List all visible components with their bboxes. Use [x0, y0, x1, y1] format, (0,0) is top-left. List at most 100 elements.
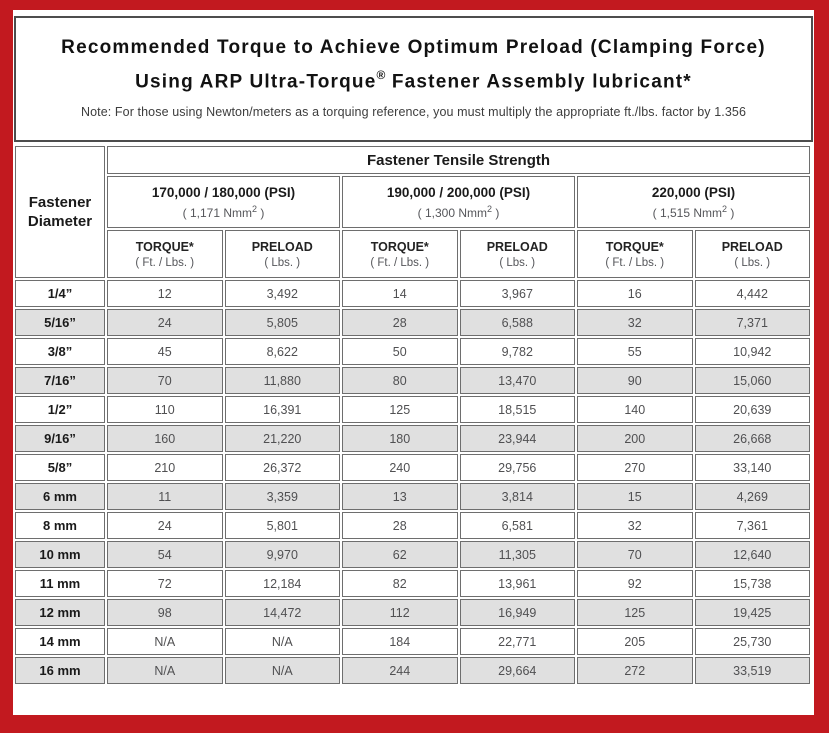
torque-value-cell: 200 [577, 425, 693, 452]
preload-value-cell: 3,359 [224, 483, 340, 510]
torque-value-cell: N/A [107, 628, 223, 655]
torque-value-cell: 90 [577, 367, 693, 394]
preload-value-cell: 22,771 [459, 628, 575, 655]
torque-value-cell: 24 [107, 309, 223, 336]
table-row: 14 mm N/A N/A 184 22,771 205 25,730 [15, 628, 810, 655]
nmm-value: ( 1,515 Nmm2 ) [652, 203, 735, 220]
preload-value-cell: 15,738 [694, 570, 810, 597]
torque-value-cell: 98 [107, 599, 223, 626]
table-row: 6 mm 11 3,359 13 3,814 15 4,269 [15, 483, 810, 510]
preload-value-cell: 8,622 [224, 338, 340, 365]
torque-value-cell: 45 [107, 338, 223, 365]
preload-value-cell: 26,668 [694, 425, 810, 452]
preload-value-cell: 3,492 [224, 280, 340, 307]
fastener-diameter-cell: 1/2” [15, 396, 105, 423]
preload-value-cell: 3,967 [459, 280, 575, 307]
preload-column-header: PRELOAD ( Lbs. ) [459, 230, 575, 278]
preload-value-cell: 33,140 [694, 454, 810, 481]
torque-value-cell: 210 [107, 454, 223, 481]
torque-column-header: TORQUE* ( Ft. / Lbs. ) [107, 230, 223, 278]
torque-value-cell: 12 [107, 280, 223, 307]
table-row: 1/4” 12 3,492 14 3,967 16 4,442 [15, 280, 810, 307]
fastener-diameter-cell: 6 mm [15, 483, 105, 510]
preload-column-header: PRELOAD ( Lbs. ) [694, 230, 810, 278]
preload-value-cell: 16,949 [459, 599, 575, 626]
fastener-diameter-cell: 3/8” [15, 338, 105, 365]
preload-column-header: PRELOAD ( Lbs. ) [224, 230, 340, 278]
preload-value-cell: N/A [224, 628, 340, 655]
torque-value-cell: 184 [342, 628, 458, 655]
content-panel: Recommended Torque to Achieve Optimum Pr… [13, 10, 814, 715]
preload-value-cell: 4,269 [694, 483, 810, 510]
torque-value-cell: 92 [577, 570, 693, 597]
preload-value-cell: 9,970 [224, 541, 340, 568]
psi-group-170-180: 170,000 / 180,000 (PSI) ( 1,171 Nmm2 ) [107, 176, 340, 228]
document-title-line2: Using ARP Ultra-Torque® Fastener Assembl… [16, 62, 811, 96]
fastener-diameter-cell: 5/16” [15, 309, 105, 336]
preload-value-cell: 6,581 [459, 512, 575, 539]
nmm-value: ( 1,300 Nmm2 ) [417, 203, 500, 220]
fastener-diameter-cell: 12 mm [15, 599, 105, 626]
torque-value-cell: 55 [577, 338, 693, 365]
tensile-strength-header: Fastener Tensile Strength [107, 146, 810, 174]
torque-column-header: TORQUE* ( Ft. / Lbs. ) [342, 230, 458, 278]
newton-meters-note: Note: For those using Newton/meters as a… [80, 105, 746, 120]
torque-value-cell: 15 [577, 483, 693, 510]
torque-value-cell: 16 [577, 280, 693, 307]
preload-value-cell: 11,305 [459, 541, 575, 568]
torque-value-cell: 240 [342, 454, 458, 481]
preload-value-cell: 25,730 [694, 628, 810, 655]
torque-column-header: TORQUE* ( Ft. / Lbs. ) [577, 230, 693, 278]
preload-value-cell: 7,361 [694, 512, 810, 539]
torque-value-cell: 125 [342, 396, 458, 423]
torque-value-cell: 244 [342, 657, 458, 684]
torque-value-cell: 62 [342, 541, 458, 568]
table-body: 1/4” 12 3,492 14 3,967 16 4,442 5/16” 24… [15, 280, 810, 684]
psi-group-190-200: 190,000 / 200,000 (PSI) ( 1,300 Nmm2 ) [342, 176, 575, 228]
preload-value-cell: 6,588 [459, 309, 575, 336]
torque-value-cell: 180 [342, 425, 458, 452]
preload-value-cell: 9,782 [459, 338, 575, 365]
preload-value-cell: 12,640 [694, 541, 810, 568]
preload-value-cell: 29,664 [459, 657, 575, 684]
torque-value-cell: 54 [107, 541, 223, 568]
psi-value: 190,000 / 200,000 (PSI) [386, 184, 531, 200]
torque-value-cell: 112 [342, 599, 458, 626]
torque-value-cell: 70 [577, 541, 693, 568]
torque-value-cell: 140 [577, 396, 693, 423]
torque-value-cell: 272 [577, 657, 693, 684]
torque-value-cell: 72 [107, 570, 223, 597]
table-row: 9/16” 160 21,220 180 23,944 200 26,668 [15, 425, 810, 452]
table-row: 5/8” 210 26,372 240 29,756 270 33,140 [15, 454, 810, 481]
preload-value-cell: 14,472 [224, 599, 340, 626]
fastener-diameter-cell: 9/16” [15, 425, 105, 452]
table-row: 11 mm 72 12,184 82 13,961 92 15,738 [15, 570, 810, 597]
torque-value-cell: 11 [107, 483, 223, 510]
preload-value-cell: 10,942 [694, 338, 810, 365]
preload-value-cell: 13,961 [459, 570, 575, 597]
title-line2-suffix: Fastener Assembly lubricant* [385, 71, 692, 93]
torque-value-cell: 28 [342, 309, 458, 336]
fastener-diameter-cell: 8 mm [15, 512, 105, 539]
preload-value-cell: 15,060 [694, 367, 810, 394]
table-row: 5/16” 24 5,805 28 6,588 32 7,371 [15, 309, 810, 336]
preload-value-cell: 21,220 [224, 425, 340, 452]
table-row: 8 mm 24 5,801 28 6,581 32 7,361 [15, 512, 810, 539]
torque-value-cell: 82 [342, 570, 458, 597]
fastener-diameter-cell: 7/16” [15, 367, 105, 394]
preload-value-cell: 20,639 [694, 396, 810, 423]
fastener-diameter-header-line2: Diameter [27, 213, 93, 230]
table-row: 10 mm 54 9,970 62 11,305 70 12,640 [15, 541, 810, 568]
torque-value-cell: N/A [107, 657, 223, 684]
preload-value-cell: 33,519 [694, 657, 810, 684]
table-row: 1/2” 110 16,391 125 18,515 140 20,639 [15, 396, 810, 423]
preload-value-cell: 29,756 [459, 454, 575, 481]
table-row: 3/8” 45 8,622 50 9,782 55 10,942 [15, 338, 810, 365]
fastener-diameter-cell: 14 mm [15, 628, 105, 655]
torque-value-cell: 13 [342, 483, 458, 510]
torque-value-cell: 32 [577, 309, 693, 336]
fastener-diameter-cell: 1/4” [15, 280, 105, 307]
fastener-diameter-header-line1: Fastener [28, 194, 92, 211]
nmm-value: ( 1,171 Nmm2 ) [182, 203, 265, 220]
